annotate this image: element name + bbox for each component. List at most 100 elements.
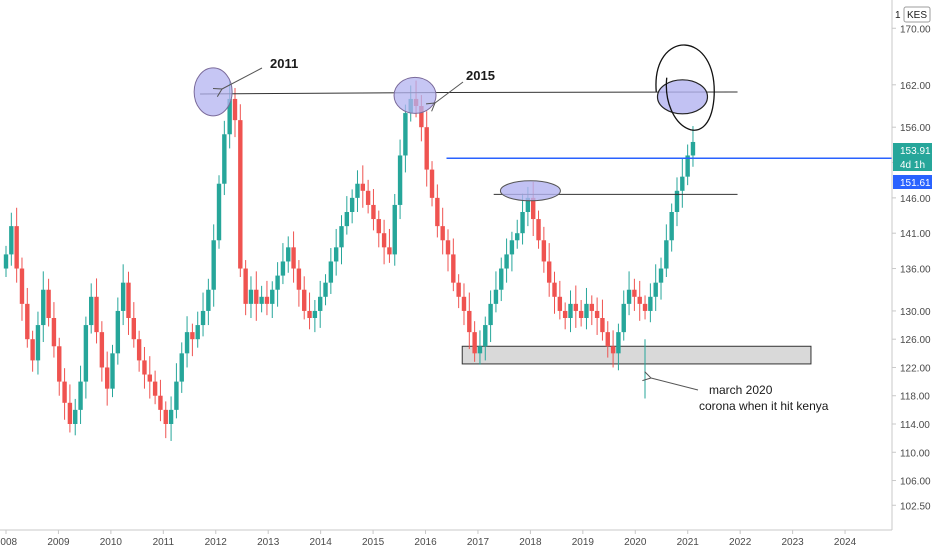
candle-body bbox=[99, 332, 105, 368]
time-tick-label: 2012 bbox=[205, 537, 228, 548]
candle-body bbox=[83, 325, 89, 382]
candle-body bbox=[658, 268, 664, 283]
candle-body bbox=[637, 296, 642, 304]
candle-layer bbox=[3, 80, 696, 441]
candle-body bbox=[195, 325, 200, 340]
price-tick-label: 118.00 bbox=[900, 392, 930, 403]
time-tick-label: 2015 bbox=[362, 537, 385, 548]
candle-body bbox=[392, 204, 397, 255]
candle-body bbox=[232, 98, 238, 121]
price-axis[interactable]: 102.50 106.00 110.00 114.00 118.00 122.00 126.… bbox=[892, 24, 931, 512]
candle-body bbox=[14, 226, 19, 269]
candle-body bbox=[429, 169, 435, 198]
candle-body bbox=[67, 402, 73, 424]
candle-body bbox=[174, 381, 179, 410]
candle-body bbox=[296, 268, 302, 290]
candle-body bbox=[25, 303, 30, 340]
time-tick-label: 2017 bbox=[467, 537, 490, 548]
candle-body bbox=[360, 183, 365, 191]
candle-body bbox=[541, 240, 547, 262]
candle-body bbox=[616, 332, 621, 354]
candle-body bbox=[610, 346, 616, 354]
price-tick-label: 170.00 bbox=[900, 24, 931, 35]
candle-body bbox=[179, 353, 184, 382]
time-tick-label: 2008 bbox=[0, 537, 18, 548]
price-tick-label: 106.00 bbox=[900, 477, 931, 488]
annotation-layer: 2011 2015 march 2020 corona when it hit ken… bbox=[193, 44, 829, 413]
candle-body bbox=[3, 254, 9, 269]
candle-body bbox=[216, 183, 222, 241]
candle-body bbox=[397, 155, 403, 205]
price-tick-label: 162.00 bbox=[900, 81, 931, 92]
time-tick-label: 2010 bbox=[100, 537, 123, 548]
candle-body bbox=[387, 247, 392, 255]
time-tick-label: 2022 bbox=[729, 537, 752, 548]
price-tag-line-label: 151.61 bbox=[900, 178, 931, 189]
time-tick-label: 2020 bbox=[624, 537, 647, 548]
candle-body bbox=[488, 303, 493, 326]
time-tick-label: 2016 bbox=[414, 537, 437, 548]
time-tick-label: 2018 bbox=[519, 537, 542, 548]
candle-body bbox=[200, 310, 206, 326]
candle-body bbox=[264, 296, 270, 304]
price-tick-label: 130.00 bbox=[900, 307, 931, 318]
price-tags: 153.91 4d 1h 151.61 KES 1 bbox=[893, 6, 932, 189]
support-zone-box bbox=[461, 345, 812, 365]
candle-body bbox=[238, 120, 243, 269]
arrow-2011 bbox=[221, 67, 263, 90]
arrow-march-2020 bbox=[650, 377, 699, 391]
candle-body bbox=[317, 296, 323, 311]
candle-body bbox=[163, 409, 168, 424]
candle-body bbox=[323, 282, 328, 297]
candle-body bbox=[147, 374, 152, 382]
candle-body bbox=[504, 254, 509, 269]
candle-body bbox=[584, 303, 589, 318]
candle-body bbox=[568, 303, 573, 318]
candle-body bbox=[206, 289, 211, 311]
price-tick-label: 146.00 bbox=[900, 194, 931, 205]
candle-body bbox=[600, 318, 605, 333]
candle-body bbox=[493, 289, 499, 304]
candle-body bbox=[280, 261, 286, 276]
candle-body bbox=[461, 296, 467, 311]
time-tick-label: 2014 bbox=[310, 537, 333, 548]
candle-body bbox=[520, 212, 525, 234]
time-tick-label: 2013 bbox=[257, 537, 280, 548]
candle-body bbox=[621, 303, 626, 333]
candle-body bbox=[690, 141, 696, 156]
candle-body bbox=[248, 289, 254, 304]
candle-body bbox=[669, 212, 674, 241]
candle-body bbox=[626, 289, 632, 304]
candle-body bbox=[41, 289, 46, 326]
candle-body bbox=[365, 190, 371, 205]
price-tick-label: 141.00 bbox=[900, 229, 931, 240]
candle-body bbox=[19, 268, 25, 304]
price-tag-last bbox=[893, 143, 932, 157]
time-tick-label: 2021 bbox=[677, 537, 700, 548]
ellipse-2018-peak bbox=[499, 180, 561, 202]
candle-body bbox=[525, 197, 531, 212]
time-axis[interactable]: 2008 2009 2010 2011 2012 2013 2014 2015 2016 2017… bbox=[0, 530, 857, 548]
label-march-2020: march 2020 bbox=[709, 383, 773, 397]
time-tick-label: 2011 bbox=[153, 537, 175, 548]
candle-body bbox=[424, 127, 429, 170]
candle-body bbox=[403, 113, 408, 156]
candle-body bbox=[254, 289, 259, 304]
candle-body bbox=[302, 289, 307, 311]
candle-body bbox=[594, 310, 600, 318]
candle-body bbox=[57, 346, 62, 382]
zone-layer bbox=[461, 345, 812, 365]
candle-body bbox=[9, 226, 14, 255]
candle-body bbox=[131, 318, 137, 340]
price-tag-countdown-label: 4d 1h bbox=[900, 160, 925, 171]
candle-body bbox=[653, 282, 658, 297]
time-tick-label: 2019 bbox=[572, 537, 595, 548]
candle-body bbox=[104, 367, 110, 389]
label-2015: 2015 bbox=[466, 68, 495, 83]
candle-body bbox=[136, 339, 142, 361]
candle-body bbox=[168, 409, 174, 424]
arrow-2015 bbox=[434, 81, 464, 104]
candle-body bbox=[435, 197, 440, 227]
candle-body bbox=[312, 310, 318, 318]
